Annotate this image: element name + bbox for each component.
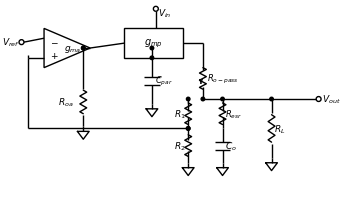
Text: $R_1$: $R_1$: [174, 108, 185, 120]
Text: $R_L$: $R_L$: [274, 123, 286, 135]
Circle shape: [201, 98, 205, 101]
Circle shape: [19, 40, 24, 45]
Text: $V_{in}$: $V_{in}$: [158, 8, 171, 20]
Text: $R_{oa}$: $R_{oa}$: [58, 96, 74, 109]
Text: $R_{o-pass}$: $R_{o-pass}$: [207, 73, 239, 86]
Text: $R_2$: $R_2$: [174, 140, 185, 152]
Text: $g_{mp}$: $g_{mp}$: [145, 38, 163, 50]
Text: $g_{ma}$: $g_{ma}$: [64, 43, 82, 54]
Text: $C_o$: $C_o$: [225, 140, 237, 152]
Circle shape: [187, 98, 190, 101]
Text: $V_{ref}$: $V_{ref}$: [2, 37, 20, 49]
Text: $R_{esr}$: $R_{esr}$: [225, 108, 243, 120]
Circle shape: [270, 98, 273, 101]
Circle shape: [187, 127, 190, 131]
Circle shape: [221, 98, 224, 101]
Bar: [125, 29, 183, 59]
Circle shape: [153, 7, 158, 12]
Text: $C_{par}$: $C_{par}$: [155, 75, 173, 88]
Circle shape: [82, 47, 85, 51]
Text: $-$: $-$: [50, 37, 58, 46]
Circle shape: [150, 57, 154, 60]
Circle shape: [82, 47, 85, 51]
Text: $+$: $+$: [50, 51, 58, 61]
Circle shape: [316, 97, 321, 102]
Circle shape: [150, 47, 154, 51]
Text: $V_{out}$: $V_{out}$: [322, 93, 340, 106]
Circle shape: [187, 127, 190, 131]
